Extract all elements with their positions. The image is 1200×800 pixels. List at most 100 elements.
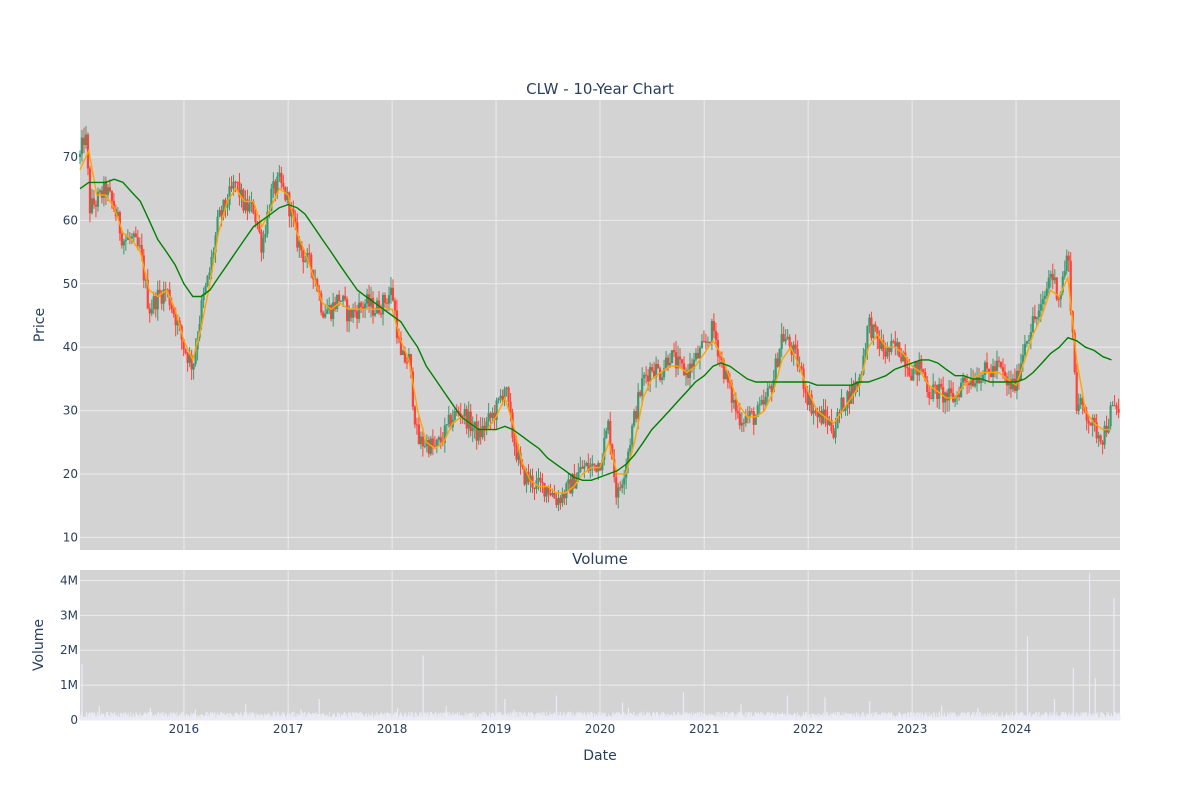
volume-bar (493, 713, 494, 720)
volume-bar (281, 714, 283, 720)
volume-bar (519, 711, 521, 720)
volume-bar (830, 712, 832, 720)
volume-bar (423, 714, 425, 720)
candle-body (1011, 378, 1015, 390)
volume-bar (690, 714, 692, 720)
volume-bar (339, 717, 341, 720)
volume-bar (419, 716, 421, 720)
price-y-tick-label: 10 (63, 530, 78, 544)
volume-bar (886, 715, 887, 720)
volume-bar (362, 714, 364, 720)
volume-bar (458, 715, 460, 720)
volume-bar (827, 716, 829, 720)
volume-bar (449, 717, 451, 720)
volume-bar (212, 713, 214, 720)
candle-body (1073, 332, 1076, 373)
volume-bar (245, 712, 247, 720)
volume-bar (237, 714, 239, 720)
volume-bar (863, 715, 865, 720)
candle-body (495, 400, 498, 420)
volume-bar (133, 713, 135, 720)
volume-bar (1053, 699, 1056, 720)
volume-bar (478, 716, 480, 720)
volume-bar (904, 713, 906, 720)
candle-body (904, 352, 907, 368)
candle-body (912, 368, 915, 381)
volume-bar (274, 716, 276, 720)
volume-bar (712, 714, 714, 720)
candle-body (150, 309, 153, 314)
volume-bar (865, 713, 867, 720)
volume-bar (232, 716, 234, 720)
volume-bar (852, 717, 854, 720)
volume-bar (735, 717, 737, 720)
volume-bar (351, 711, 353, 720)
volume-bar (1112, 715, 1114, 720)
volume-bar (1070, 714, 1072, 720)
volume-bar (405, 717, 407, 720)
candle-body (708, 341, 712, 343)
volume-bar (499, 713, 501, 720)
volume-bar (318, 699, 320, 720)
volume-bar (949, 711, 951, 720)
volume-bar (322, 715, 324, 720)
volume-bar (835, 711, 837, 720)
chart-title: CLW - 10-Year Chart (526, 80, 674, 98)
candle-body (991, 366, 995, 378)
volume-bar (945, 716, 947, 720)
volume-bar (952, 713, 954, 720)
volume-bar (80, 715, 82, 720)
volume-bar (920, 717, 922, 720)
volume-bar (173, 713, 174, 720)
volume-bar (272, 712, 274, 720)
volume-bar (554, 712, 556, 720)
volume-bar (478, 713, 480, 720)
volume-bar (183, 713, 185, 720)
volume-bar (504, 699, 506, 720)
volume-bar (462, 715, 464, 720)
volume-bar (497, 711, 499, 720)
volume-bar (993, 716, 995, 720)
volume-bar (696, 712, 698, 720)
volume-bar (985, 716, 987, 720)
candle-body (631, 425, 634, 446)
price-y-tick-label: 60 (63, 213, 78, 227)
volume-bar (653, 712, 655, 720)
volume-bar (1047, 717, 1049, 720)
volume-bar (968, 716, 969, 720)
volume-bar (108, 715, 109, 720)
volume-bar (820, 714, 821, 720)
volume-bar (363, 716, 365, 720)
volume-bar (388, 713, 390, 720)
volume-bar (368, 717, 370, 720)
volume-bar (907, 712, 909, 720)
candle-body (228, 186, 231, 205)
candle-body (710, 321, 714, 343)
volume-bar (1078, 714, 1079, 720)
x-tick-label: 2017 (273, 722, 304, 736)
volume-bar (244, 712, 246, 720)
volume-bar (537, 713, 539, 720)
volume-bar (126, 713, 128, 720)
volume-bar (599, 716, 601, 720)
volume-bar (250, 715, 252, 720)
volume-bar (621, 702, 624, 720)
candle-body (515, 446, 518, 460)
volume-bar (822, 712, 824, 720)
volume-bar (1079, 712, 1081, 720)
volume-bar (565, 715, 567, 720)
candle-body (796, 348, 799, 367)
price-y-tick-label: 30 (63, 404, 78, 418)
volume-bar (325, 714, 327, 720)
volume-bar (994, 714, 996, 720)
volume-bar (399, 714, 401, 720)
volume-bar (309, 715, 311, 720)
volume-bar (540, 716, 542, 720)
volume-bar (170, 712, 172, 720)
volume-bar (983, 714, 985, 720)
volume-bar (345, 714, 346, 720)
volume-bar (132, 714, 134, 720)
volume-bar (817, 713, 819, 720)
volume-bar (128, 712, 129, 720)
